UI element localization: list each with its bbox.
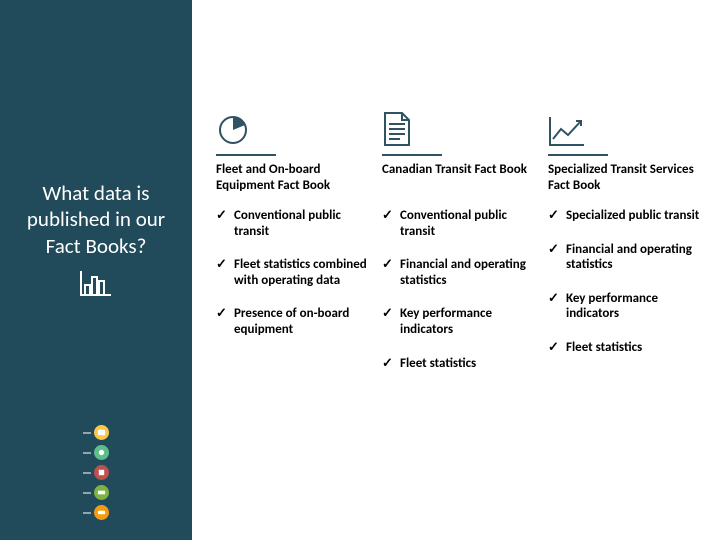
main-content: Fleet and On-board Equipment Fact Book C… [192,0,720,540]
check-list: Conventional public transit Fleet statis… [216,208,370,338]
list-item: Fleet statistics [382,356,536,372]
list-item: Fleet statistics [548,340,702,356]
list-item: Conventional public transit [216,208,370,239]
sidebar-title: What data is published in our Fact Books… [0,180,192,259]
list-item: Financial and operating statistics [548,242,702,273]
list-item: Presence of on-board equipment [216,306,370,337]
pie-icon [216,110,370,156]
sidebar-legend-dots [83,425,109,520]
list-item: Specialized public transit [548,208,702,224]
column-fleet: Fleet and On-board Equipment Fact Book C… [216,110,370,540]
slide: What data is published in our Fact Books… [0,0,720,540]
doc-icon [382,110,536,156]
sidebar: What data is published in our Fact Books… [0,0,192,540]
list-item: Key performance indicators [382,306,536,337]
list-item: Financial and operating statistics [382,257,536,288]
list-item: Fleet statistics combined with operating… [216,257,370,288]
line-chart-icon [548,110,702,156]
list-item: Conventional public transit [382,208,536,239]
column-heading: Fleet and On-board Equipment Fact Book [216,162,370,194]
check-list: Specialized public transit Financial and… [548,208,702,356]
column-specialized: Specialized Transit Services Fact Book S… [548,110,702,540]
column-canadian: Canadian Transit Fact Book Conventional … [382,110,536,540]
column-heading: Specialized Transit Services Fact Book [548,162,702,194]
check-list: Conventional public transit Financial an… [382,208,536,371]
bar-chart-icon [0,269,192,302]
list-item: Key performance indicators [548,291,702,322]
column-heading: Canadian Transit Fact Book [382,162,536,194]
